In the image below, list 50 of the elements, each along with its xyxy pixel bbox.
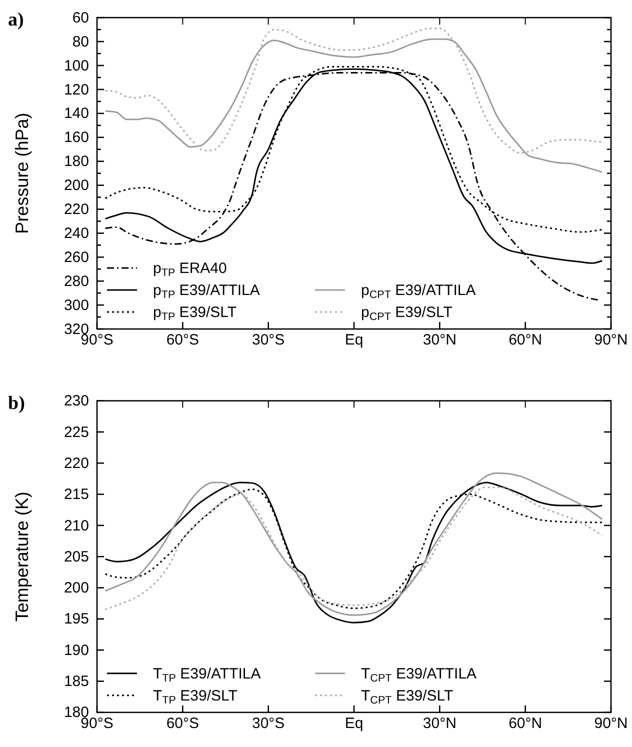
y-axis-title: Temperature (K): [12, 492, 32, 622]
x-tick-label: 90°N: [594, 715, 628, 732]
y-tick-label: 300: [64, 296, 89, 314]
y-tick-label: 190: [64, 642, 89, 659]
y-tick-label: 215: [64, 486, 89, 504]
y-tick-label: 205: [64, 548, 89, 566]
line-series: [104, 28, 603, 154]
x-tick-label: 30°S: [252, 332, 285, 349]
y-tick-label: 260: [64, 248, 89, 266]
y-axis-title: Pressure (hPa): [12, 112, 32, 234]
x-tick-label: 90°N: [594, 332, 628, 349]
chart-title: b): [8, 392, 25, 414]
y-tick-label: 200: [64, 580, 89, 597]
y-tick-label: 60: [72, 9, 89, 26]
x-tick-label: 30°N: [422, 332, 456, 349]
legend-label: p$_{CPT}$ E39/ATTILA: [361, 282, 476, 302]
y-tick-label: 220: [64, 454, 89, 472]
x-tick-label: 60°N: [508, 332, 542, 349]
y-tick-label: 200: [64, 177, 89, 194]
legend-label: T$_{TP}$ E39/ATTILA: [153, 665, 261, 685]
x-tick-label: Eq: [344, 715, 364, 732]
y-tick-label: 220: [64, 201, 89, 218]
legend-label: T$_{TP}$ E39/SLT: [153, 687, 238, 707]
x-tick-label: 60°S: [166, 332, 200, 349]
y-tick-label: 100: [64, 57, 89, 74]
y-tick-label: 120: [64, 81, 89, 98]
line-series: [104, 38, 603, 173]
y-tick-label: 280: [64, 272, 89, 290]
x-tick-label: 30°N: [422, 715, 456, 732]
y-tick-label: 185: [64, 673, 89, 690]
legend-label: p$_{CPT}$ E39/SLT: [361, 304, 452, 324]
x-tick-label: 60°S: [166, 715, 200, 732]
legend-label: T$_{CPT}$ E39/SLT: [361, 687, 454, 707]
legend-label: p$_{TP}$ E39/ATTILA: [153, 282, 260, 302]
chart-title: a): [8, 10, 24, 31]
y-tick-label: 240: [64, 224, 89, 242]
y-tick-label: 180: [64, 153, 89, 170]
y-tick-label: 230: [64, 392, 89, 410]
y-tick-label: 225: [64, 424, 89, 441]
y-tick-label: 140: [64, 105, 89, 122]
x-tick-label: 30°S: [252, 715, 285, 732]
x-tick-label: Eq: [344, 332, 364, 349]
x-tick-label: 60°N: [508, 715, 542, 732]
y-tick-label: 160: [64, 129, 89, 146]
legend-label: p$_{TP}$ E39/SLT: [153, 304, 237, 324]
legend-label: T$_{CPT}$ E39/ATTILA: [361, 665, 477, 685]
y-tick-label: 210: [64, 517, 89, 534]
y-tick-label: 195: [64, 610, 89, 628]
y-tick-label: 80: [72, 33, 89, 50]
legend-label: p$_{TP}$ ERA40: [153, 260, 227, 280]
